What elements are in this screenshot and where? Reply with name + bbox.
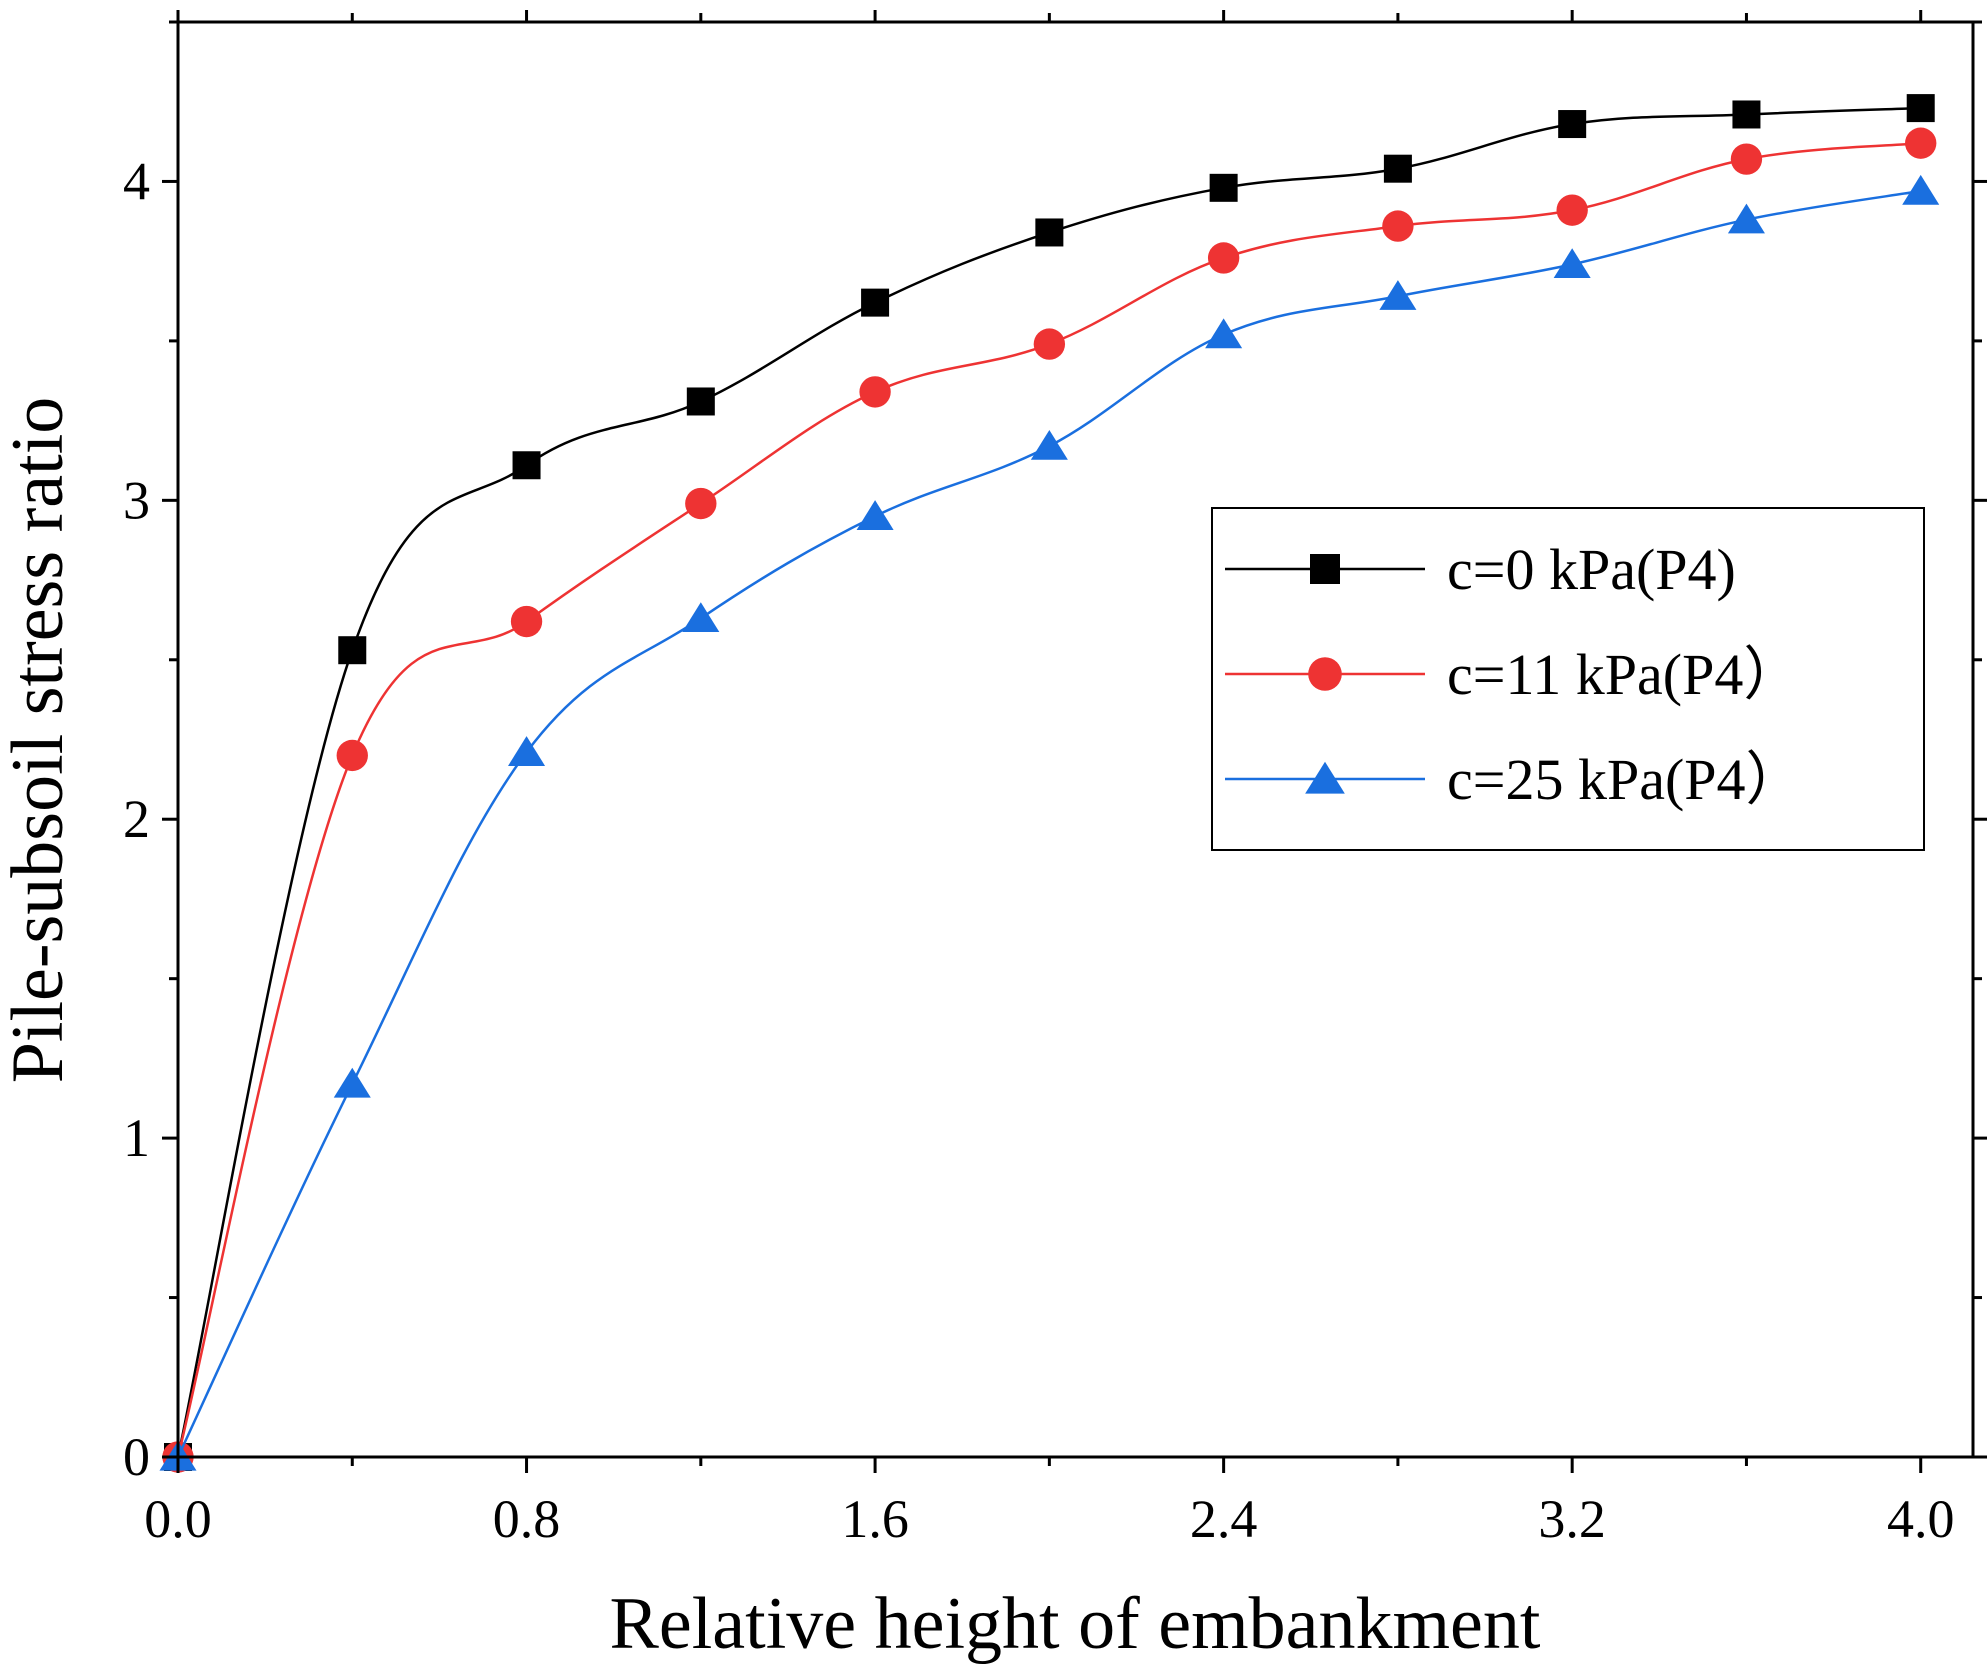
data-point-series-1: [1209, 173, 1238, 202]
data-point-series-3: [1379, 280, 1417, 310]
data-point-series-2: [1382, 210, 1414, 242]
legend-label-2: c=11 kPa(P4）: [1447, 642, 1801, 707]
data-point-series-2: [1556, 194, 1588, 226]
y-tick-label: 0: [123, 1427, 150, 1487]
data-point-series-3: [508, 736, 546, 766]
data-point-series-3: [1902, 174, 1940, 205]
data-point-series-2: [1207, 242, 1240, 274]
data-point-series-1: [1035, 218, 1064, 247]
x-tick-label: 3.2: [1538, 1489, 1606, 1549]
x-tick-label: 4.0: [1887, 1489, 1955, 1549]
data-point-series-1: [1732, 100, 1761, 129]
data-point-series-2: [859, 376, 891, 408]
data-point-series-3: [1727, 203, 1765, 234]
data-point-series-2: [1905, 127, 1937, 159]
data-point-series-1: [1558, 110, 1587, 139]
y-tick-label: 1: [123, 1108, 150, 1168]
series-layer: [159, 94, 1940, 1473]
series-line-3: [176, 189, 1921, 1458]
y-tick-label: 2: [123, 789, 150, 849]
data-point-series-1: [1383, 154, 1412, 183]
legend-label-1: c=0 kPa(P4): [1447, 537, 1736, 602]
x-axis-title: Relative height of embankment: [610, 1583, 1541, 1665]
data-point-series-3: [1553, 248, 1591, 279]
data-point-series-1: [338, 636, 367, 665]
x-tick-label: 2.4: [1190, 1489, 1258, 1549]
y-tick-label: 3: [123, 470, 150, 530]
legend-label-3: c=25 kPa(P4）: [1447, 747, 1804, 812]
legend-items: c=0 kPa(P4) c=11 kPa(P4） c=25 kPa(P4）: [1225, 537, 1804, 812]
data-point-series-1: [1906, 94, 1935, 123]
legend-marker-1: [1310, 554, 1340, 584]
legend-marker-2: [1308, 657, 1342, 691]
axes-layer: 0.0 0.8 1.6 2.4 3.2 4.0 0 1 2 3 4: [123, 10, 1987, 1549]
data-point-series-2: [1033, 328, 1066, 360]
data-point-series-1: [512, 451, 541, 480]
legend: c=0 kPa(P4) c=11 kPa(P4） c=25 kPa(P4）: [1211, 507, 1925, 851]
x-tick-label: 0.8: [493, 1489, 561, 1549]
data-point-series-2: [510, 605, 543, 638]
y-tick-label: 4: [123, 151, 150, 211]
data-point-series-3: [1030, 430, 1068, 460]
x-tick-label: 1.6: [841, 1489, 909, 1549]
y-axis-title: Pile-subsoil stress ratio: [0, 397, 79, 1084]
data-point-series-3: [856, 500, 894, 530]
x-tick-label: 0.0: [144, 1489, 212, 1549]
data-point-series-2: [685, 487, 717, 520]
data-point-series-3: [682, 602, 720, 633]
plot-frame: [176, 20, 1975, 1459]
data-point-series-3: [333, 1067, 371, 1098]
data-point-series-1: [686, 387, 715, 416]
data-point-series-2: [1730, 143, 1763, 175]
data-point-series-3: [1205, 318, 1243, 349]
data-point-series-2: [336, 739, 368, 772]
legend-marker-3: [1305, 761, 1345, 794]
data-point-series-1: [861, 288, 890, 317]
